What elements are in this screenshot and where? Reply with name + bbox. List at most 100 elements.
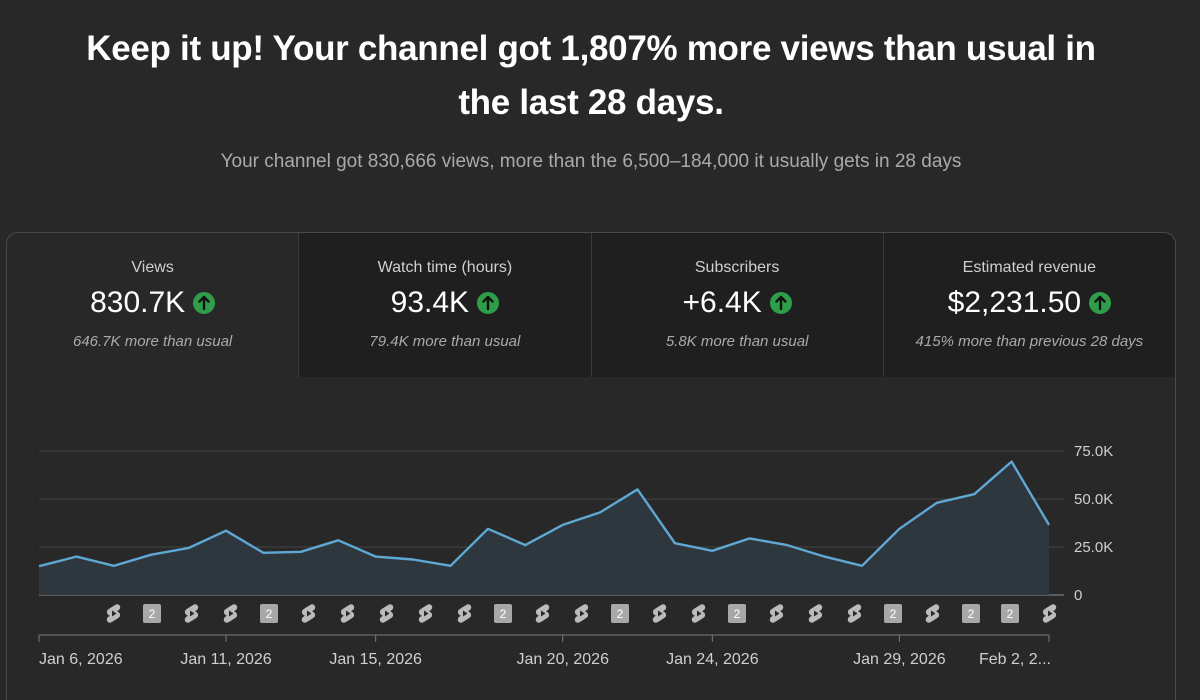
shorts-icon[interactable] [925, 604, 940, 623]
data-point[interactable] [73, 554, 79, 560]
tab-label: Subscribers [694, 259, 780, 276]
tab-watch-time[interactable]: Watch time (hours) 93.4K 79.4K more than… [298, 233, 591, 377]
x-tick-label: Jan 15, 2026 [329, 651, 422, 668]
data-point[interactable] [635, 486, 641, 492]
data-point[interactable] [971, 491, 977, 497]
video-upload-marker[interactable]: 2 [143, 604, 161, 623]
x-tick-label: Jan 6, 2026 [39, 651, 123, 668]
tab-value: 830.7K [90, 286, 186, 319]
video-upload-marker[interactable]: 2 [260, 604, 278, 623]
shorts-icon[interactable] [535, 604, 550, 623]
shorts-icon[interactable] [769, 604, 784, 623]
shorts-icon[interactable] [184, 604, 199, 623]
data-point[interactable] [373, 554, 379, 560]
x-tick-label: Jan 20, 2026 [516, 651, 609, 668]
data-point[interactable] [822, 554, 828, 560]
x-tick-label: Feb 2, 2... [979, 651, 1051, 668]
video-upload-count: 2 [890, 607, 897, 621]
series-area [39, 461, 1049, 595]
data-point[interactable] [186, 545, 192, 551]
data-point[interactable] [148, 552, 154, 558]
data-point[interactable] [447, 563, 453, 569]
data-point[interactable] [934, 500, 940, 506]
shorts-icon[interactable] [1042, 604, 1057, 623]
shorts-icon[interactable] [340, 604, 355, 623]
data-point[interactable] [410, 556, 416, 562]
data-point[interactable] [522, 542, 528, 548]
data-point[interactable] [36, 563, 42, 569]
data-point[interactable] [223, 528, 229, 534]
arrow-up-circle-icon [477, 292, 500, 314]
data-point[interactable] [709, 548, 715, 554]
arrow-up-circle-icon [193, 292, 216, 314]
data-point[interactable] [784, 542, 790, 548]
tab-subtext: 646.7K more than usual [72, 333, 233, 350]
shorts-icon[interactable] [457, 604, 472, 623]
y-tick-label: 75.0K [1074, 443, 1113, 460]
tab-label: Watch time (hours) [377, 259, 513, 276]
data-point[interactable] [747, 535, 753, 541]
shorts-icon[interactable] [106, 604, 121, 623]
video-upload-count: 2 [500, 607, 507, 621]
series-line[interactable] [38, 460, 1051, 568]
page-subheadline: Your channel got 830,666 views, more tha… [220, 151, 962, 172]
tab-estimated-revenue[interactable]: Estimated revenue $2,231.50 415% more th… [882, 233, 1175, 377]
data-point[interactable] [560, 522, 566, 528]
data-point[interactable] [672, 540, 678, 546]
y-tick-label: 25.0K [1074, 539, 1113, 556]
shorts-icon[interactable] [652, 604, 667, 623]
data-point[interactable] [485, 526, 491, 532]
video-upload-marker[interactable]: 2 [962, 604, 980, 623]
tab-views[interactable]: Views 830.7K 646.7K more than usual [7, 233, 299, 377]
video-upload-marker[interactable]: 2 [728, 604, 746, 623]
shorts-icon[interactable] [223, 604, 238, 623]
shorts-icon[interactable] [379, 604, 394, 623]
tab-subtext: 5.8K more than usual [665, 333, 809, 350]
data-point[interactable] [298, 549, 304, 555]
data-point[interactable] [111, 563, 117, 569]
shorts-icon[interactable] [301, 604, 316, 623]
video-upload-count: 2 [266, 607, 273, 621]
video-upload-count: 2 [617, 607, 624, 621]
video-upload-count: 2 [1007, 607, 1014, 621]
shorts-icon[interactable] [418, 604, 433, 623]
x-tick-label: Jan 24, 2026 [666, 651, 759, 668]
tab-value: $2,231.50 [947, 286, 1082, 319]
x-tick-label: Jan 11, 2026 [180, 651, 271, 668]
shorts-icon[interactable] [808, 604, 823, 623]
data-point[interactable] [260, 550, 266, 556]
arrow-up-circle-icon [769, 292, 792, 314]
video-upload-marker[interactable]: 2 [494, 604, 512, 623]
y-tick-label: 50.0K [1074, 491, 1113, 508]
video-upload-count: 2 [968, 607, 975, 621]
tab-value: 93.4K [390, 286, 470, 319]
tab-subscribers[interactable]: Subscribers +6.4K 5.8K more than usual [590, 233, 883, 377]
data-point[interactable] [1046, 522, 1052, 528]
video-upload-count: 2 [734, 607, 741, 621]
page-headline: Keep it up! Your channel got 1,807% more… [86, 29, 1096, 122]
tab-subtext: 415% more than previous 28 days [915, 333, 1144, 350]
video-upload-marker[interactable]: 2 [1001, 604, 1019, 623]
metrics-card: Views 830.7K 646.7K more than usual Watc… [6, 232, 1176, 700]
data-point[interactable] [1009, 459, 1015, 465]
data-point[interactable] [597, 509, 603, 515]
shorts-icon[interactable] [847, 604, 862, 623]
shorts-icon[interactable] [574, 604, 589, 623]
video-upload-marker[interactable]: 2 [884, 604, 902, 623]
tab-label: Views [131, 259, 174, 276]
data-point[interactable] [335, 537, 341, 543]
y-tick-label: 0 [1074, 587, 1082, 604]
data-point[interactable] [896, 526, 902, 532]
metric-tabs: Views 830.7K 646.7K more than usual Watc… [7, 233, 1175, 377]
tab-subtext: 79.4K more than usual [369, 333, 521, 350]
tab-label: Estimated revenue [962, 259, 1097, 276]
data-point[interactable] [859, 563, 865, 569]
tab-value: +6.4K [682, 286, 762, 319]
shorts-icon[interactable] [691, 604, 706, 623]
arrow-up-circle-icon [1089, 292, 1112, 314]
video-upload-marker[interactable]: 2 [611, 604, 629, 623]
video-upload-count: 2 [149, 607, 156, 621]
